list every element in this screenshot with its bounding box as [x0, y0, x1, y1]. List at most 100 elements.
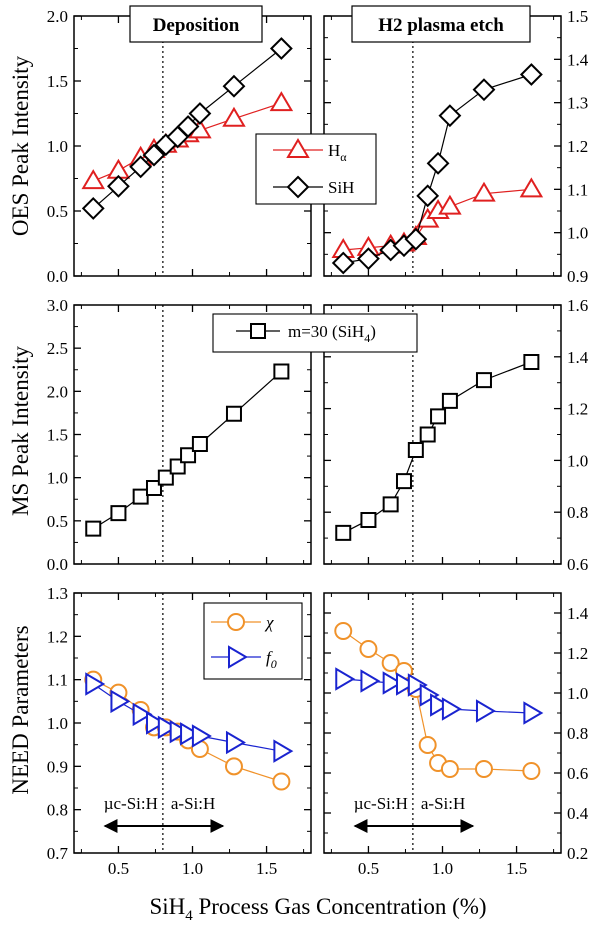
- legend-entry: f0: [211, 645, 277, 671]
- x-tick-label: 1.5: [256, 859, 277, 878]
- data-point: [519, 177, 544, 198]
- data-point: [474, 760, 493, 778]
- y-tick-label-right: 0.4: [567, 804, 589, 823]
- data-point: [222, 106, 246, 127]
- y-tick-label-left: 1.1: [47, 671, 68, 690]
- legend-marker: [227, 613, 245, 631]
- data-point: [269, 91, 294, 112]
- y-tick-label-right: 1.6: [567, 296, 588, 315]
- annotations-layer: Deposition H2 plasma etch OES Peak Intensi…: [8, 5, 531, 924]
- x-axis-title: SiH4 Process Gas Concentration (%): [149, 894, 486, 924]
- legend-label: m=30 (SiH4): [288, 322, 376, 345]
- legend-box-ms: [212, 313, 418, 353]
- y-tick-label-right: 0.6: [567, 555, 588, 574]
- data-point: [110, 505, 127, 522]
- region-label-right: a-Si:H: [171, 794, 215, 813]
- y-tick-label-left: 0.0: [47, 555, 68, 574]
- data-point: [472, 181, 496, 202]
- y-tick-label-right: 0.8: [567, 503, 588, 522]
- data-point: [145, 480, 162, 497]
- legend-entry: χ: [211, 613, 274, 632]
- x-tick-label: 1.0: [182, 859, 203, 878]
- legend-entry: SiH: [273, 175, 354, 199]
- y-tick-label-right: 1.2: [567, 644, 588, 663]
- legend-box-oes: [255, 133, 377, 205]
- legend-entry: m=30 (SiH4): [236, 322, 376, 345]
- y-tick-label-left: 0.7: [47, 844, 69, 863]
- column-title: Deposition: [153, 15, 240, 36]
- data-point: [85, 520, 102, 537]
- data-point: [418, 736, 437, 754]
- data-point: [176, 115, 200, 138]
- y-tick-label-left: 2.5: [47, 339, 68, 358]
- series-line: [342, 361, 532, 534]
- column-title-box: [351, 5, 531, 43]
- region-label-left: µc-Si:H: [104, 794, 158, 813]
- data-point: [475, 372, 492, 389]
- y-tick-label-left: 1.5: [47, 72, 68, 91]
- data-point: [430, 693, 451, 717]
- data-point: [81, 196, 105, 220]
- data-point: [273, 739, 294, 763]
- data-point: [407, 442, 424, 459]
- data-point: [222, 74, 246, 98]
- x-tick-label: 1.5: [506, 859, 527, 878]
- series-line: [343, 73, 532, 264]
- data-point: [191, 435, 208, 452]
- series-2-panel-1-0: [85, 363, 290, 537]
- y-tick-label-left: 0.5: [47, 202, 68, 221]
- data-point: [273, 363, 290, 380]
- data-point: [472, 78, 496, 102]
- y-tick-label-left: 2.0: [47, 7, 68, 26]
- data-point: [157, 469, 174, 486]
- y-axis-title: MS Peak Intensity: [8, 346, 33, 516]
- y-tick-label-right: 1.0: [567, 451, 588, 470]
- data-point: [430, 408, 447, 425]
- data-point: [523, 353, 540, 370]
- data-point: [419, 426, 436, 443]
- data-point: [441, 392, 458, 409]
- series-2-panel-1-1: [335, 353, 540, 541]
- data-point: [132, 488, 149, 505]
- data-point: [475, 699, 496, 723]
- data-point: [169, 719, 190, 744]
- data-point: [407, 673, 428, 697]
- column-title-box: [129, 5, 263, 43]
- data-point: [331, 251, 355, 275]
- y-tick-label-right: 1.4: [567, 50, 589, 69]
- x-tick-label: 0.5: [108, 859, 129, 878]
- data-point: [132, 702, 153, 727]
- y-tick-label-right: 1.1: [567, 180, 588, 199]
- column-title: H2 plasma etch: [378, 15, 504, 36]
- y-tick-label-left: 3.0: [47, 296, 68, 315]
- data-point: [224, 757, 243, 776]
- data-point: [395, 473, 412, 490]
- legend-marker: [250, 323, 266, 339]
- y-tick-label-left: 1.2: [47, 627, 68, 646]
- data-point: [180, 447, 197, 464]
- data-point: [419, 683, 440, 707]
- data-point: [191, 724, 212, 748]
- data-point: [382, 496, 399, 513]
- legend-label: Hα: [328, 141, 347, 164]
- data-point: [110, 689, 131, 714]
- y-tick-label-left: 1.3: [47, 584, 68, 603]
- data-point: [85, 672, 106, 696]
- data-point: [360, 669, 381, 693]
- y-tick-label-right: 0.9: [567, 267, 588, 286]
- data-point: [426, 151, 450, 175]
- y-tick-label-right: 0.6: [567, 764, 588, 783]
- data-point: [225, 405, 242, 422]
- legend-label: χ: [264, 613, 274, 632]
- data-point: [335, 524, 352, 541]
- series-line: [343, 188, 532, 251]
- data-point: [142, 143, 166, 167]
- y-tick-label-right: 0.2: [567, 844, 588, 863]
- legend-marker: [228, 645, 248, 669]
- y-tick-label-right: 0.8: [567, 724, 588, 743]
- y-axis-title: NEED Parameters: [8, 625, 33, 794]
- data-point: [522, 762, 541, 780]
- y-axis-title: OES Peak Intensity: [8, 55, 33, 236]
- data-point: [225, 730, 246, 755]
